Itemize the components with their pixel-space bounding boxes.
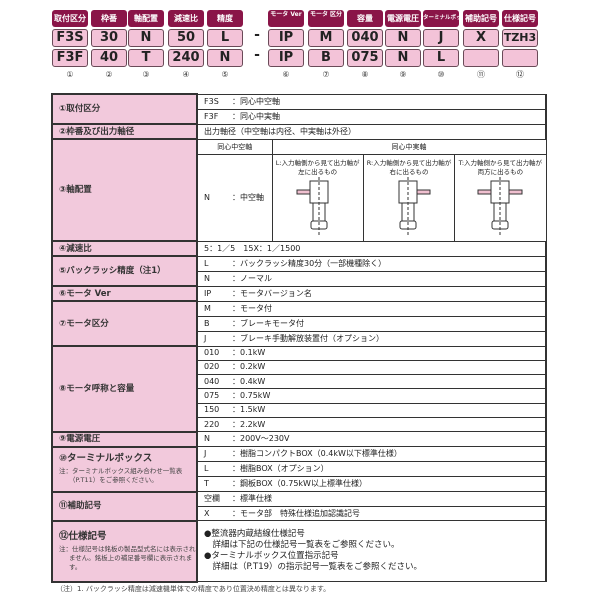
solid-header: 同心中実軸 bbox=[271, 138, 547, 155]
label-motor-ver: ⑥モータ Ver bbox=[51, 285, 198, 302]
code-label-badge: モータ Ver bbox=[268, 10, 304, 27]
code-value-box: L bbox=[207, 29, 243, 47]
option-terminal-box: T ：鋼板BOX（0.75kW以上標準仕様） bbox=[196, 476, 547, 493]
code-label-badge: 減速比 bbox=[168, 10, 204, 27]
option-motor-capacity: 010 ：0.1kW bbox=[196, 345, 547, 361]
spec-table: ①取付区分 F3S ：同心中空軸 F3F ：同心中実軸 ②枠番及び出力軸径 出力軸径（中… bbox=[51, 93, 547, 583]
position-number: ④ bbox=[182, 70, 190, 79]
code-value-box: L bbox=[423, 49, 459, 67]
position-number: ① bbox=[66, 70, 74, 79]
option-terminal-box: J ：樹脂コンパクトBOX（0.4kW以下標準仕様） bbox=[196, 446, 547, 463]
code-value-box: 40 bbox=[91, 49, 127, 67]
option-n: N ：中空軸 bbox=[196, 153, 273, 242]
ratio-text: 5：1／5 15X：1／1500 bbox=[196, 240, 547, 257]
code-label-badge: 補助記号 bbox=[463, 10, 499, 27]
option-motor-type: M ：モータ付 bbox=[196, 300, 547, 317]
code-value-box: 30 bbox=[91, 29, 127, 47]
label-terminal-box: ⑩ターミナルボックス 注：ターミナルボックス組み合わせ一覧表（P.T11）をご参照… bbox=[51, 445, 198, 493]
position-number: ⑪ bbox=[477, 70, 485, 79]
position-number: ⑫ bbox=[516, 70, 524, 79]
code-label-badge: ターミナルボックス bbox=[423, 10, 459, 27]
label-spec-code: ⑫仕様記号 注：仕様記号は銘板の製品型式名には表示されません。銘板上の補足番号欄に… bbox=[51, 519, 198, 583]
code-label-badge: 容量 bbox=[347, 10, 383, 27]
position-number: ⑨ bbox=[399, 70, 407, 79]
label-backlash: ⑤バックラッシ精度（注1） bbox=[51, 255, 198, 287]
option-motor-capacity: 075 ：0.75kW bbox=[196, 388, 547, 404]
code-value-box: M bbox=[308, 29, 344, 47]
code-value-box: F3F bbox=[52, 49, 88, 67]
option-motor-ver: IP ：モータバージョン名 bbox=[196, 285, 547, 302]
option-motor-type: B ：ブレーキモータ付 bbox=[196, 315, 547, 332]
code-label-badge: 取付区分 bbox=[52, 10, 88, 27]
option-motor-capacity: 020 ：0.2kW bbox=[196, 359, 547, 376]
code-value-box: 040 bbox=[347, 29, 383, 47]
note-terminal-box: 注：ターミナルボックス組み合わせ一覧表（P.T11）をご参照ください。 bbox=[59, 467, 183, 485]
gear-diagram-r-icon bbox=[398, 176, 431, 235]
code-value-box: TZH3 bbox=[502, 29, 538, 47]
code-value-box bbox=[502, 49, 538, 67]
label-ratio: ④減速比 bbox=[51, 240, 198, 257]
code-value-box: N bbox=[385, 29, 421, 47]
code-value-box bbox=[463, 49, 499, 67]
code-value-box: F3S bbox=[52, 29, 88, 47]
label-motor-type: ⑦モータ区分 bbox=[51, 300, 198, 347]
code-value-box: N bbox=[207, 49, 243, 67]
gear-diagram-l-icon bbox=[296, 176, 329, 235]
position-number: ⑦ bbox=[322, 70, 330, 79]
position-number: ② bbox=[105, 70, 113, 79]
option-terminal-box: L ：樹脂BOX（オプション） bbox=[196, 461, 547, 478]
separator-dash: - bbox=[254, 27, 260, 43]
option-motor-capacity: 150 ：1.5kW bbox=[196, 402, 547, 418]
position-number: ③ bbox=[142, 70, 150, 79]
option-t: T:入力軸側から見て出力軸が両方に出るもの bbox=[454, 153, 547, 242]
code-label-badge: 枠番 bbox=[91, 10, 127, 27]
note-spec-code: 注：仕様記号は銘板の製品型式名には表示されません。銘板上の補足番号欄に表示されま… bbox=[59, 544, 196, 571]
position-number: ⑥ bbox=[282, 70, 290, 79]
spec-code-text: ●整流器内蔵結線仕様記号 詳細は下記の仕様記号一覧表をご参照ください。 ●ターミナ… bbox=[196, 520, 547, 583]
frame-text: 出力軸径（中空軸は内径、中実軸は外径） bbox=[196, 123, 547, 140]
code-label-badge: 仕様記号 bbox=[502, 10, 538, 27]
label-frame: ②枠番及び出力軸径 bbox=[51, 123, 198, 140]
option-backlash: N ：ノーマル bbox=[196, 270, 547, 287]
code-value-box: 240 bbox=[168, 49, 204, 67]
label-mounting: ①取付区分 bbox=[51, 93, 198, 125]
hollow-header: 同心中空軸 bbox=[196, 138, 273, 155]
code-value-box: X bbox=[463, 29, 499, 47]
position-number: ⑤ bbox=[221, 70, 229, 79]
code-value-box: B bbox=[308, 49, 344, 67]
footnote: （注）1. バックラッシ精度は減速機単体での精度であり位置決め精度とは異なります… bbox=[56, 585, 331, 593]
option-r: R:入力軸側から見て出力軸が右に出るもの bbox=[362, 153, 456, 242]
label-voltage: ⑨電源電圧 bbox=[51, 430, 198, 448]
separator-dash: - bbox=[254, 47, 260, 63]
option-aux-code: 空欄 ：標準仕様 bbox=[196, 491, 547, 507]
label-motor-capacity: ⑧モータ呼称と容量 bbox=[51, 345, 198, 433]
option-l: L:入力軸側から見て出力軸が左に出るもの bbox=[271, 153, 364, 242]
code-value-box: IP bbox=[268, 49, 304, 67]
code-value-box: N bbox=[128, 29, 164, 47]
option-motor-capacity: 220 ：2.2kW bbox=[196, 416, 547, 433]
code-value-box: 50 bbox=[168, 29, 204, 47]
option-f3s: F3S ：同心中空軸 bbox=[196, 93, 547, 110]
code-label-badge: 精度 bbox=[207, 10, 243, 27]
option-motor-capacity: 040 ：0.4kW bbox=[196, 374, 547, 390]
position-number: ⑩ bbox=[437, 70, 445, 79]
gear-diagram-t-icon bbox=[477, 176, 523, 235]
code-value-box: T bbox=[128, 49, 164, 67]
code-value-box: IP bbox=[268, 29, 304, 47]
option-backlash: L ：バックラッシ精度30分（一部機種除く） bbox=[196, 255, 547, 272]
code-label-badge: 電源電圧 bbox=[385, 10, 421, 27]
code-value-box: J bbox=[423, 29, 459, 47]
position-number: ⑧ bbox=[361, 70, 369, 79]
code-value-box: N bbox=[385, 49, 421, 67]
code-value-box: 075 bbox=[347, 49, 383, 67]
option-f3f: F3F ：同心中実軸 bbox=[196, 108, 547, 125]
label-aux-code: ⑪補助記号 bbox=[51, 490, 198, 522]
option-aux-code: X ：モータ部 特殊仕様追加認識記号 bbox=[196, 505, 547, 522]
label-shaft: ③軸配置 bbox=[51, 138, 198, 242]
code-label-badge: モータ 区分 bbox=[308, 10, 344, 27]
code-label-badge: 軸配置 bbox=[128, 10, 164, 27]
option-motor-type: J ：ブレーキ手動解放装置付（オプション） bbox=[196, 330, 547, 347]
option-voltage: N ：200V～230V bbox=[196, 431, 547, 448]
